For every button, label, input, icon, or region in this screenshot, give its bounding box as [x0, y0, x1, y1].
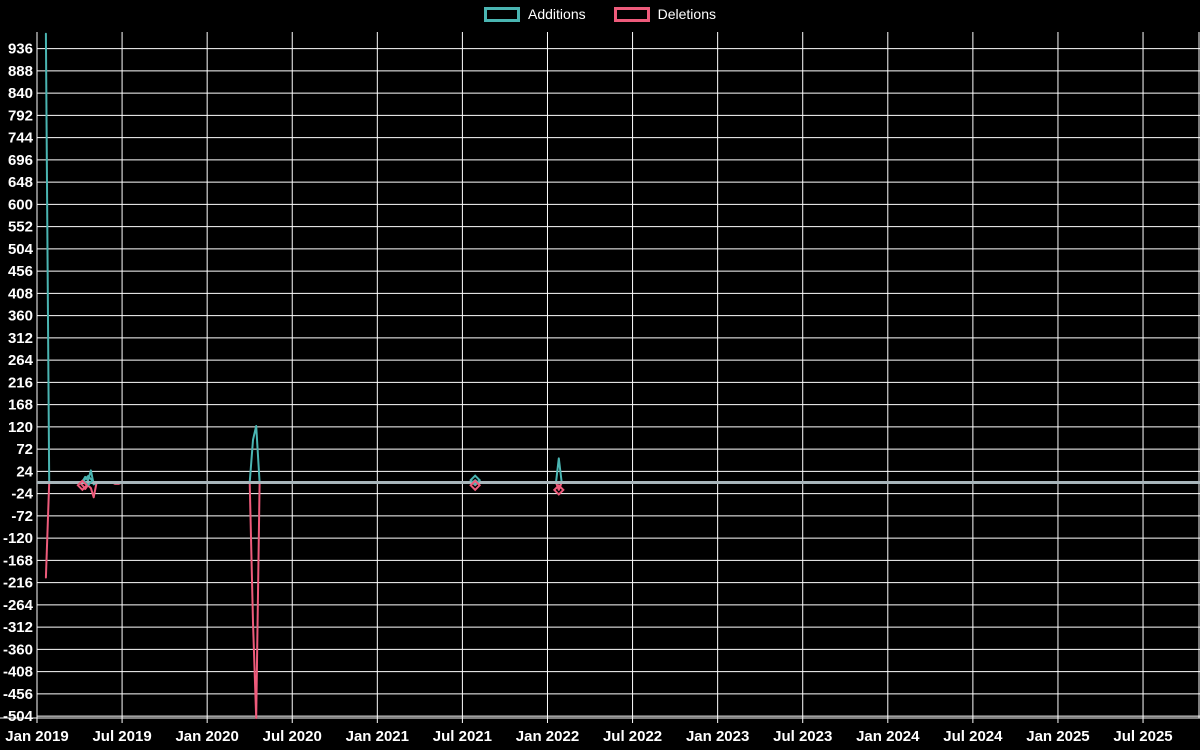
x-axis-label: Jan 2023 [686, 728, 749, 745]
x-axis-label: Jul 2025 [1113, 728, 1172, 745]
y-axis-label: -216 [3, 575, 33, 592]
y-axis-label: -72 [11, 508, 33, 525]
y-axis-label: 120 [8, 419, 33, 436]
y-axis-label: 360 [8, 308, 33, 325]
y-axis-label: 264 [8, 352, 34, 369]
y-axis-label: -504 [3, 708, 34, 725]
y-axis-label: -264 [3, 597, 34, 614]
x-axis-label: Jan 2021 [346, 728, 409, 745]
y-axis-label: -360 [3, 641, 33, 658]
y-axis-label: 408 [8, 285, 33, 302]
marker-diamond-deletions [469, 479, 482, 492]
y-axis-label: 888 [8, 63, 33, 80]
y-axis-label: 24 [16, 463, 33, 480]
series-line-additions [44, 32, 1200, 486]
additions-swatch-icon [484, 6, 521, 22]
y-axis-label: -120 [3, 530, 33, 547]
y-axis-label: 72 [16, 441, 33, 458]
y-axis-label: -408 [3, 664, 33, 681]
x-axis-label: Jul 2021 [433, 728, 492, 745]
y-axis-label: 936 [8, 41, 33, 58]
y-axis-label: 840 [8, 85, 33, 102]
marker-diamond-deletions [552, 484, 565, 496]
legend-item-deletions[interactable]: Deletions [613, 6, 716, 22]
x-axis-label: Jul 2024 [943, 728, 1003, 745]
y-axis-label: -168 [3, 552, 33, 569]
y-axis-label: 648 [8, 174, 33, 191]
y-axis-label: -456 [3, 686, 33, 703]
y-axis-label: -24 [11, 486, 33, 503]
x-axis-label: Jan 2024 [856, 728, 920, 745]
y-axis-label: 312 [8, 330, 33, 347]
y-axis-label: 216 [8, 374, 33, 391]
y-axis-label: 696 [8, 152, 33, 169]
marker-diamond-deletions [76, 479, 89, 492]
y-axis-label: 504 [8, 241, 34, 258]
x-axis-label: Jul 2023 [773, 728, 832, 745]
legend-item-additions[interactable]: Additions [484, 6, 586, 22]
y-axis-label: 168 [8, 397, 33, 414]
y-axis-label: 552 [8, 219, 33, 236]
deletions-swatch-icon [613, 6, 650, 22]
x-axis-label: Jan 2025 [1026, 728, 1089, 745]
x-axis-label: Jan 2020 [175, 728, 238, 745]
y-axis-label: 792 [8, 107, 33, 124]
x-axis-label: Jan 2019 [5, 728, 68, 745]
x-axis-label: Jan 2022 [516, 728, 579, 745]
x-axis-label: Jul 2019 [92, 728, 151, 745]
x-axis-label: Jul 2022 [603, 728, 662, 745]
chart-legend: Additions Deletions [0, 6, 1200, 22]
y-axis-label: 456 [8, 263, 33, 280]
x-axis-label: Jul 2020 [263, 728, 322, 745]
series-line-deletions [44, 481, 1200, 719]
legend-label-additions: Additions [528, 6, 586, 22]
y-axis-label: 600 [8, 196, 33, 213]
marker-diamond-additions [469, 474, 482, 487]
y-axis-label: -312 [3, 619, 33, 636]
y-axis-label: 744 [8, 130, 34, 147]
legend-label-deletions: Deletions [657, 6, 716, 22]
